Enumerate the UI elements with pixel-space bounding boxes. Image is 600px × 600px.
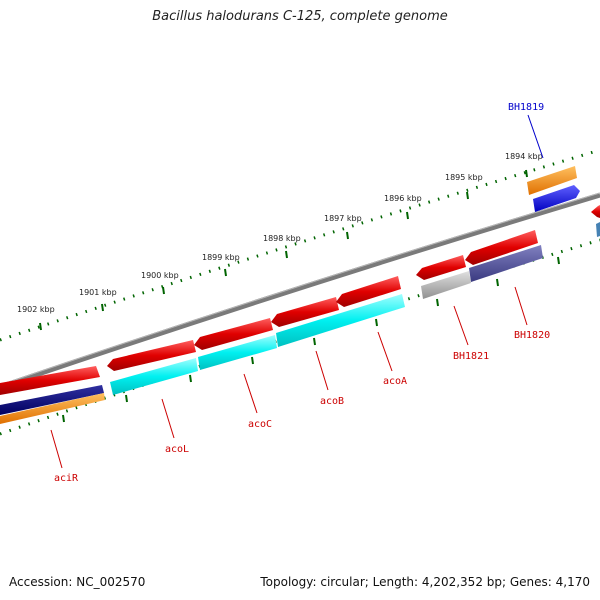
accession-text: Accession: NC_002570 [9, 575, 146, 589]
gene-label-acoC[interactable]: acoC [248, 419, 272, 430]
scale-tick-1899: 1899 kbp [202, 253, 240, 262]
scale-tick-1896: 1896 kbp [384, 194, 422, 203]
cog-gene-bars [0, 222, 600, 424]
genome-summary-text: Topology: circular; Length: 4,202,352 bp… [260, 575, 590, 589]
gene-bar-acoC-cyan[interactable] [198, 335, 277, 370]
gene-arrow-aciR-red[interactable] [0, 366, 100, 395]
gene-bar-BH1821-grey[interactable] [421, 271, 471, 299]
map-title: Bacillus halodurans C-125, complete geno… [152, 9, 448, 24]
outer-scale-arc [0, 148, 600, 342]
gene-arrow-acoA-red[interactable] [336, 276, 401, 307]
outer-major-ticks [39, 169, 528, 331]
gene-bar-aciR-navy[interactable] [0, 385, 104, 415]
gene-bar-BH1820-slate[interactable] [469, 245, 543, 282]
gene-arrow-BH1819-blue[interactable] [533, 185, 580, 212]
label-leaders [50, 114, 544, 469]
gene-label-acoL[interactable]: acoL [165, 444, 189, 455]
gene-arrow-acoL-red[interactable] [107, 340, 196, 371]
gene-label-acoB[interactable]: acoB [320, 396, 344, 407]
gene-label-aciR[interactable]: aciR [54, 473, 79, 484]
gene-bar-acoL-cyan[interactable] [110, 358, 198, 395]
scale-tick-1897: 1897 kbp [324, 214, 362, 223]
scale-tick-1894: 1894 kbp [505, 152, 543, 161]
scale-tick-1901: 1901 kbp [79, 288, 117, 297]
scale-tick-1895: 1895 kbp [445, 173, 483, 182]
gene-bar-acoB-cyan[interactable] [276, 294, 405, 347]
gene-arrow-acoC-red[interactable] [194, 318, 273, 350]
gene-arrow-BH1821-red[interactable] [416, 255, 466, 280]
gene-arrow-BH1820-red[interactable] [465, 230, 538, 265]
gene-label-BH1819[interactable]: BH1819 [508, 102, 544, 113]
gene-bar-aciR-orange[interactable] [0, 393, 105, 424]
red-gene-arrows [0, 205, 600, 395]
gene-label-BH1820[interactable]: BH1820 [514, 330, 550, 341]
gene-label-acoA[interactable]: acoA [383, 376, 407, 387]
scale-tick-1900: 1900 kbp [141, 271, 179, 280]
gene-bar-edge-steel[interactable] [596, 222, 600, 237]
gene-arrow-edge-red[interactable] [591, 205, 600, 218]
gene-bar-BH1819-orange[interactable] [527, 166, 577, 195]
gene-BH1819 [527, 166, 580, 212]
inner-major-ticks [62, 256, 560, 423]
gene-label-BH1821[interactable]: BH1821 [453, 351, 489, 362]
scale-tick-1898: 1898 kbp [263, 234, 301, 243]
gene-arrow-acoB-red[interactable] [271, 297, 339, 327]
scale-tick-1902: 1902 kbp [17, 305, 55, 314]
genome-backbone [0, 192, 600, 390]
